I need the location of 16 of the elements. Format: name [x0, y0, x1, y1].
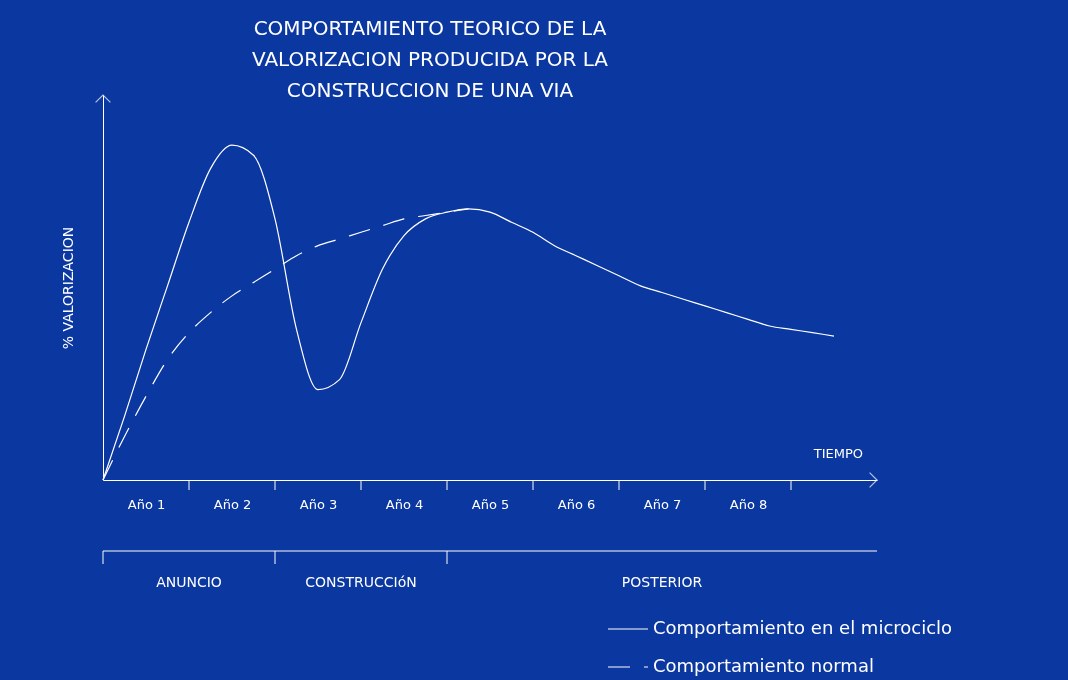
text: POSTERIOR	[621, 574, 703, 590]
x-tick-label: Año 1	[127, 496, 166, 512]
chart-title: COMPORTAMIENTO TEORICO DE LA VALORIZACION PRODUCIDA POR LA CONSTRUCCION DE UNA VIA	[251, 15, 609, 102]
y-axis-title: % VALORIZACION	[59, 226, 76, 350]
x-tick-label: Año 6	[557, 496, 596, 512]
legend-label: Comportamiento en el microciclo	[653, 617, 953, 638]
text: ANUNCIO	[156, 574, 222, 590]
x-tick-label: Año 2	[213, 496, 252, 512]
text: CONSTRUCCIóN	[305, 574, 417, 590]
x-tick-label: Año 4	[385, 496, 424, 512]
x-tick-label: Año 5	[471, 496, 510, 512]
legend-label: Comportamiento normal	[653, 655, 874, 676]
x-tick-label: Año 3	[299, 496, 338, 512]
x-tick-label: Año 7	[643, 496, 682, 512]
x-tick-label: Año 8	[729, 496, 768, 512]
x-axis-title: TIEMPO	[812, 446, 863, 461]
